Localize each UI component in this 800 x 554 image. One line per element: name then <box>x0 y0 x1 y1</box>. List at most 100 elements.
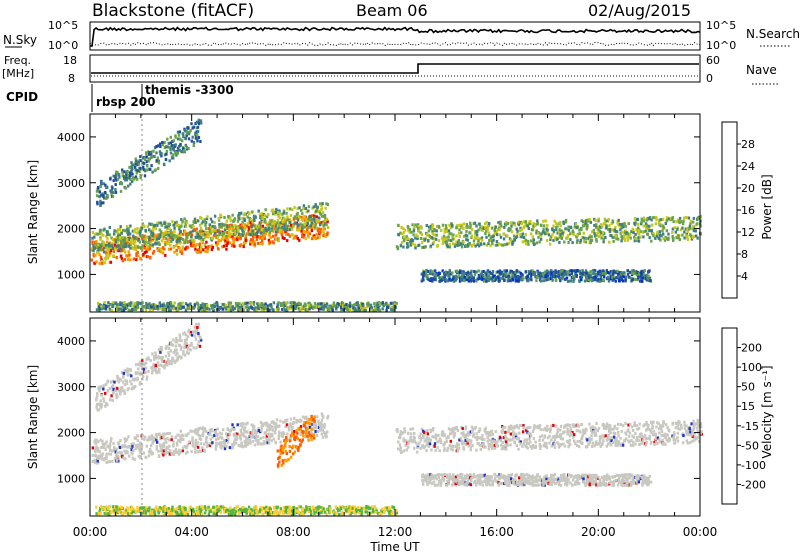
data-cell <box>638 279 642 283</box>
data-cell <box>445 245 449 249</box>
data-cell <box>314 203 317 207</box>
data-cell <box>536 222 539 226</box>
data-cell <box>177 133 181 137</box>
data-cell <box>180 437 183 441</box>
data-cell <box>182 135 185 139</box>
data-cell <box>593 275 596 279</box>
data-cell <box>524 233 527 237</box>
data-cell <box>91 453 94 457</box>
data-cell <box>138 232 141 236</box>
data-cell <box>161 251 165 255</box>
data-cell <box>510 240 514 244</box>
data-cell <box>245 422 248 426</box>
data-cell <box>620 222 623 226</box>
data-cell <box>201 308 204 312</box>
data-cell <box>642 219 646 223</box>
data-cell <box>147 159 150 163</box>
nsearch-label: N.Search <box>746 27 800 41</box>
data-cell <box>393 302 397 306</box>
data-cell <box>157 449 160 453</box>
power-ytick-label: 4000 <box>57 131 85 144</box>
data-cell <box>186 450 189 454</box>
data-cell <box>114 247 117 251</box>
data-cell <box>317 216 321 220</box>
data-cell <box>221 436 224 440</box>
data-cell <box>139 166 142 170</box>
data-cell <box>204 245 208 249</box>
data-cell <box>164 233 167 237</box>
data-cell <box>105 460 108 464</box>
data-cell <box>135 248 138 252</box>
data-cell <box>228 232 232 236</box>
data-cell <box>496 270 500 274</box>
data-cell <box>97 402 101 406</box>
data-cell <box>197 248 201 252</box>
data-cell <box>307 304 310 308</box>
data-cell <box>257 304 260 308</box>
data-cell <box>161 355 165 359</box>
data-cell <box>564 227 567 231</box>
data-cell <box>94 253 97 257</box>
data-cell <box>193 241 196 245</box>
data-cell <box>558 230 561 234</box>
data-cell <box>314 237 318 241</box>
data-cell <box>445 243 449 247</box>
data-cell <box>681 226 684 230</box>
data-cell <box>292 432 295 436</box>
data-cell <box>156 361 160 365</box>
data-cell <box>154 364 157 368</box>
data-cell <box>297 215 301 218</box>
data-cell <box>164 346 168 350</box>
data-cell <box>203 427 207 431</box>
data-cell <box>105 440 108 444</box>
data-cell <box>610 272 614 276</box>
data-cell <box>108 226 111 229</box>
data-cell <box>519 275 522 279</box>
data-cell <box>494 225 497 229</box>
data-cell <box>186 126 189 130</box>
data-cell <box>648 269 651 273</box>
data-cell <box>134 302 137 305</box>
data-cell <box>184 302 188 306</box>
data-cell <box>111 195 115 198</box>
data-cell <box>208 433 212 437</box>
data-cell <box>578 279 581 283</box>
data-cell <box>277 211 280 215</box>
data-cell <box>136 305 140 309</box>
data-cell <box>556 231 559 235</box>
data-cell <box>260 231 263 235</box>
data-cell <box>466 225 469 229</box>
data-cell <box>489 236 492 240</box>
data-cell <box>448 269 451 273</box>
data-cell <box>433 233 436 237</box>
data-cell <box>148 238 151 242</box>
data-cell <box>95 402 99 406</box>
data-cell <box>695 234 698 238</box>
data-cell <box>102 250 106 254</box>
data-cell <box>381 301 384 305</box>
data-cell <box>293 301 297 305</box>
data-cell <box>303 233 306 237</box>
data-cell <box>225 219 228 223</box>
data-cell <box>151 243 155 247</box>
data-cell <box>166 432 169 435</box>
data-cell <box>370 308 373 312</box>
data-cell <box>408 228 411 232</box>
data-cell <box>463 275 466 279</box>
data-cell <box>180 224 183 228</box>
data-cell <box>118 236 122 239</box>
data-cell <box>316 205 319 209</box>
data-cell <box>139 256 142 260</box>
data-cell <box>182 352 185 356</box>
data-cell <box>182 232 185 236</box>
data-cell <box>154 356 158 360</box>
data-cell <box>105 240 109 244</box>
data-cell <box>304 415 307 419</box>
data-cell <box>91 230 95 234</box>
data-cell <box>172 148 175 152</box>
data-cell <box>281 216 285 220</box>
data-cell <box>151 231 154 235</box>
data-cell <box>118 377 121 381</box>
data-cell <box>276 230 279 234</box>
data-cell <box>569 238 572 242</box>
